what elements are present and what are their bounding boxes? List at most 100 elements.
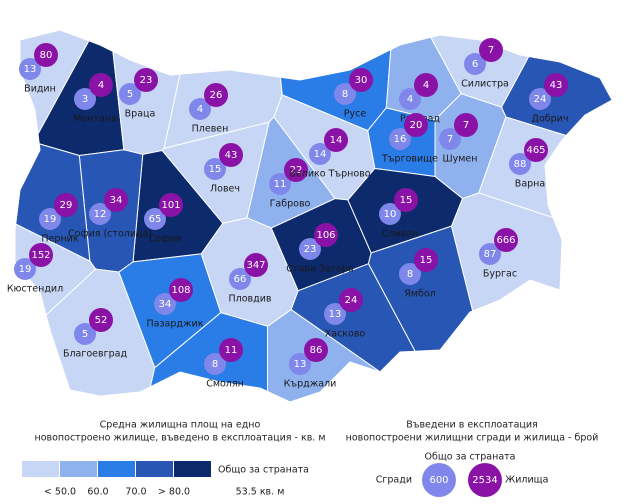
buildings-bubble [144,208,166,230]
dwellings-bubble [29,243,53,267]
region-name: Благоевград [63,349,128,360]
region-name: Силистра [461,79,509,90]
buildings-bubble [379,203,401,225]
dwellings-count: 11 [225,345,238,356]
legend-swatch [174,461,211,477]
dwellings-bubble [284,158,308,182]
region-name: Добрич [532,114,569,125]
buildings-count: 4 [407,94,413,105]
region-name: Кърджали [284,379,337,390]
legend-buildings-label: Сгради [376,475,412,486]
buildings-count: 87 [484,249,497,260]
region-name: Пловдив [229,294,272,305]
legend-total-label: Общо за страната [218,465,309,476]
legend-swatch [136,461,173,477]
dwellings-count: 101 [161,200,180,211]
dwellings-count: 52 [95,315,108,326]
dwellings-count: 7 [488,45,494,56]
buildings-bubble [309,143,331,165]
legend-title: Въведени в експлоатация [406,420,538,431]
buildings-count: 23 [304,244,317,255]
region-name: Кюстендил [7,284,63,295]
buildings-bubble [204,353,226,375]
buildings-bubble [119,83,141,105]
buildings-count: 24 [534,94,547,105]
buildings-count: 8 [342,89,348,100]
buildings-count: 13 [24,64,37,75]
dwellings-bubble [104,188,128,212]
dwellings-bubble [414,248,438,272]
buildings-bubble [229,268,251,290]
buildings-bubble [74,323,96,345]
buildings-bubble [89,203,111,225]
buildings-bubble [204,158,226,180]
dwellings-bubble [204,83,228,107]
region-name: Велико Търново [289,169,370,180]
region-name: Перник [41,234,78,245]
buildings-count: 65 [149,214,162,225]
dwellings-bubble [454,113,478,137]
legend-title: новопостроено жилище, въведено в експлоа… [34,433,325,444]
dwellings-count: 347 [246,260,265,271]
buildings-count: 14 [314,149,327,160]
buildings-count: 8 [407,269,413,280]
dwellings-bubble [159,193,183,217]
dwellings-bubble [394,188,418,212]
dwellings-count: 43 [550,80,563,91]
legend-dwellings-label: Жилища [505,475,548,486]
buildings-count: 34 [159,299,172,310]
dwellings-count: 4 [98,80,104,91]
dwellings-count: 24 [345,295,358,306]
buildings-bubble [399,263,421,285]
buildings-bubble [399,88,421,110]
dwellings-count: 106 [316,230,335,241]
dwellings-bubble [349,68,373,92]
dwellings-count: 43 [225,150,238,161]
legend-dwellings-bubble [468,463,502,497]
buildings-bubble [389,128,411,150]
buildings-bubble [464,53,486,75]
dwellings-bubble [304,338,328,362]
legend-label: > 80.0 [158,487,190,498]
dwellings-bubble [89,308,113,332]
dwellings-bubble [339,288,363,312]
buildings-bubble [334,83,356,105]
buildings-bubble [14,258,36,280]
buildings-count: 10 [384,209,397,220]
buildings-count: 11 [274,179,287,190]
region-name: Монтана [73,114,117,125]
dwellings-count: 80 [40,50,53,61]
dwellings-count: 666 [496,235,515,246]
dwellings-count: 465 [526,145,545,156]
legend-swatch [60,461,97,477]
region [367,225,474,352]
buildings-bubble [479,243,501,265]
legend-buildings-bubble [422,463,456,497]
legend-label: 70.0 [125,487,146,498]
region-name: Русе [344,109,367,120]
buildings-bubble [324,303,346,325]
dwellings-count: 30 [355,75,368,86]
buildings-count: 19 [44,214,57,225]
region-name: Смолян [206,379,244,390]
buildings-count: 13 [329,309,342,320]
dwellings-count: 26 [210,90,223,101]
region-name: София (столица) [68,229,152,240]
buildings-bubble [529,88,551,110]
region-name: Хасково [325,329,366,340]
dwellings-count: 29 [60,200,73,211]
dwellings-bubble [544,73,568,97]
dwellings-count: 152 [31,250,50,261]
dwellings-count: 34 [110,195,123,206]
buildings-count: 8 [212,359,218,370]
region-name: Сливен [382,229,419,240]
buildings-count: 88 [514,159,527,170]
dwellings-count: 15 [420,255,433,266]
buildings-count: 7 [447,134,453,145]
dwellings-bubble [404,113,428,137]
buildings-count: 19 [19,264,32,275]
dwellings-bubble [324,128,348,152]
buildings-bubble [19,58,41,80]
buildings-count: 5 [82,329,88,340]
